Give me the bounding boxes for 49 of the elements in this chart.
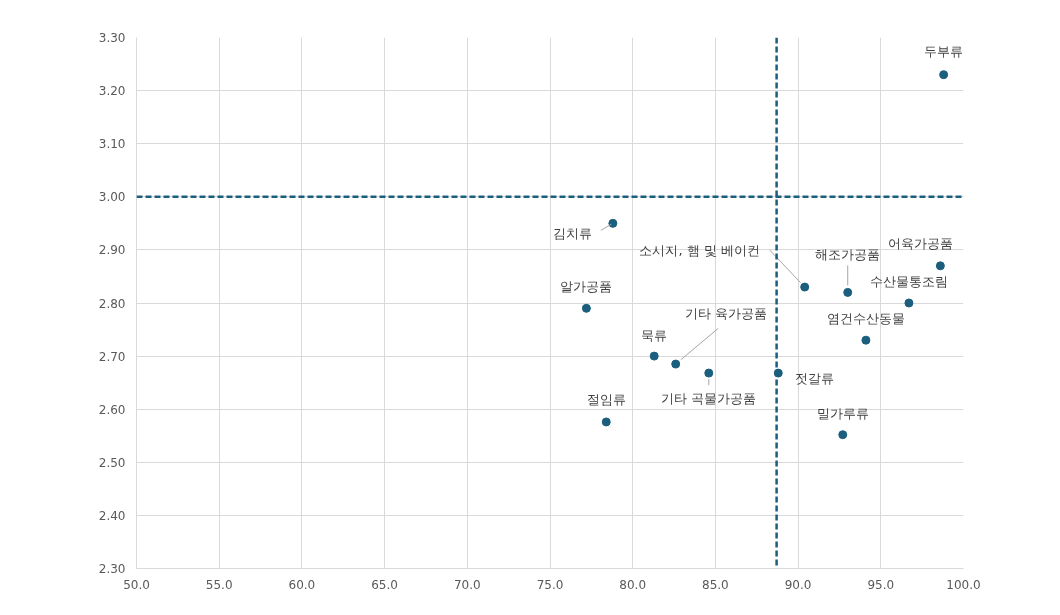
y-tick-label: 3.00 xyxy=(98,190,126,205)
annotation: 두부류 xyxy=(924,44,964,60)
annotation: 젓갈류 xyxy=(794,370,834,386)
point xyxy=(904,298,914,308)
x-tick-label: 90.0 xyxy=(784,577,812,592)
x-tick-label: 65.0 xyxy=(371,577,398,592)
x-tick-label: 55.0 xyxy=(205,577,233,592)
point xyxy=(581,303,591,313)
point xyxy=(935,261,945,271)
point xyxy=(838,430,848,440)
x-tick-label: 50.0 xyxy=(123,577,150,592)
annotation: 절임류 xyxy=(586,392,626,408)
x-tick-label: 75.0 xyxy=(536,577,564,592)
annotation: 기타 육가공품 xyxy=(684,305,767,321)
point xyxy=(861,335,871,345)
point xyxy=(843,287,853,297)
annotation: 소시지, 햄 및 베이컨 xyxy=(639,242,760,258)
x-tick-label: 100.0 xyxy=(946,577,981,592)
y-tick-label: 3.10 xyxy=(98,137,126,152)
point xyxy=(939,70,949,80)
y-tick-label: 2.70 xyxy=(98,349,126,364)
point xyxy=(601,417,611,427)
x-tick-label: 95.0 xyxy=(867,577,895,592)
point xyxy=(671,359,681,369)
annotation: 기타 곡물가공품 xyxy=(661,390,757,406)
annotation: 알가공품 xyxy=(560,278,613,294)
point xyxy=(649,351,659,361)
annotation: 해조가공품 xyxy=(815,246,881,262)
point xyxy=(704,368,714,378)
x-tick-label: 85.0 xyxy=(702,577,729,592)
annotation: 밀가루류 xyxy=(816,406,869,422)
y-tick-label: 3.20 xyxy=(98,84,126,99)
y-tick-label: 2.50 xyxy=(98,455,126,470)
x-tick-label: 60.0 xyxy=(288,577,316,592)
point xyxy=(608,218,618,228)
annotation: 묵류 xyxy=(641,327,668,343)
y-tick-label: 2.30 xyxy=(98,562,126,576)
x-tick-label: 70.0 xyxy=(453,577,481,592)
x-tick-label: 80.0 xyxy=(619,577,647,592)
annotation: 어육가공품 xyxy=(887,236,953,252)
y-tick-label: 2.80 xyxy=(98,296,126,311)
y-tick-label: 3.30 xyxy=(98,31,126,45)
y-tick-label: 2.40 xyxy=(98,508,126,523)
annotation: 수산물통조림 xyxy=(869,273,948,289)
annotation: 김치류 xyxy=(553,225,593,241)
point xyxy=(800,282,810,292)
annotation: 염건수산동물 xyxy=(826,310,905,326)
y-tick-label: 2.90 xyxy=(98,243,126,258)
y-tick-label: 2.60 xyxy=(98,402,126,417)
